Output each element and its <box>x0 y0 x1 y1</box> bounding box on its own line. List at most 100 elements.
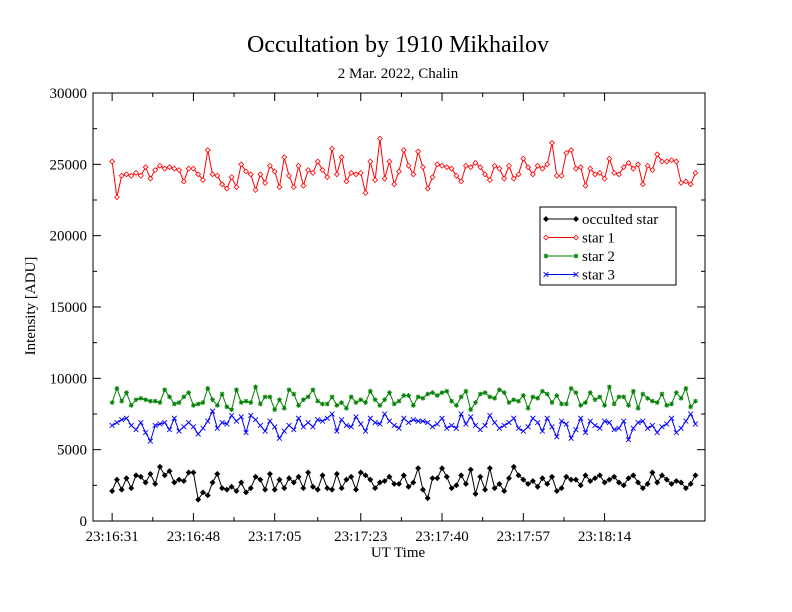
data-point-occulted-star <box>391 480 398 487</box>
data-point-occulted-star <box>219 485 226 492</box>
data-point-star-1 <box>644 162 651 169</box>
data-point-occulted-star <box>376 479 383 486</box>
data-point-occulted-star <box>572 476 579 483</box>
data-point-occulted-star <box>472 490 479 497</box>
data-point-star-2 <box>635 405 641 411</box>
data-point-star-1 <box>314 158 321 165</box>
data-point-star-3 <box>420 418 426 424</box>
data-point-occulted-star <box>434 475 441 482</box>
data-point-star-3 <box>616 425 622 431</box>
series-star-2 <box>109 384 698 413</box>
data-point-star-1 <box>534 162 541 169</box>
data-point-occulted-star <box>415 465 422 472</box>
data-point-star-1 <box>333 171 340 178</box>
data-point-star-2 <box>286 387 292 393</box>
data-point-star-2 <box>157 400 163 405</box>
data-point-star-2 <box>573 390 579 395</box>
data-point-star-1 <box>209 171 216 178</box>
data-point-star-2 <box>468 407 474 413</box>
data-point-star-1 <box>367 158 374 165</box>
x-tick-label: 23:16:48 <box>167 529 220 545</box>
data-point-star-1 <box>515 171 522 178</box>
y-tick-label: 10000 <box>50 371 88 387</box>
data-point-star-3 <box>195 431 201 437</box>
data-point-occulted-star <box>156 463 163 470</box>
data-point-star-3 <box>315 416 321 423</box>
data-point-occulted-star <box>367 476 374 483</box>
data-point-star-3 <box>401 415 407 421</box>
data-point-star-1 <box>166 164 173 171</box>
data-point-star-1 <box>419 164 426 171</box>
data-point-occulted-star <box>152 480 159 487</box>
data-point-star-1 <box>128 172 135 179</box>
data-point-occulted-star <box>286 475 292 482</box>
data-point-star-1 <box>482 171 489 178</box>
data-point-star-1 <box>673 158 680 165</box>
data-point-star-1 <box>400 147 407 154</box>
data-point-star-1 <box>257 171 264 178</box>
data-point-star-3 <box>348 424 354 430</box>
data-point-occulted-star <box>549 473 555 480</box>
data-point-star-3 <box>243 429 249 436</box>
data-point-star-2 <box>296 403 301 408</box>
data-point-occulted-star <box>577 482 584 489</box>
legend-marker <box>573 234 579 241</box>
data-point-star-2 <box>487 394 493 400</box>
data-point-occulted-star <box>314 486 321 493</box>
data-point-star-2 <box>430 390 435 395</box>
data-point-star-2 <box>119 398 125 404</box>
data-point-star-1 <box>319 167 326 174</box>
data-point-star-2 <box>693 398 698 404</box>
data-point-star-1 <box>180 178 187 185</box>
data-point-star-2 <box>559 401 564 407</box>
data-point-occulted-star <box>276 476 283 483</box>
data-point-star-3 <box>324 415 330 421</box>
data-point-star-3 <box>687 411 694 417</box>
data-point-star-3 <box>530 415 536 421</box>
data-point-star-2 <box>535 395 541 401</box>
data-point-star-2 <box>396 398 402 404</box>
data-point-star-1 <box>243 168 249 175</box>
data-point-star-1 <box>635 161 642 168</box>
data-point-occulted-star <box>558 485 565 492</box>
data-point-star-3 <box>281 428 287 434</box>
data-point-star-3 <box>477 426 483 433</box>
data-point-star-3 <box>214 425 221 431</box>
data-point-star-2 <box>329 394 335 400</box>
data-point-star-1 <box>161 165 168 172</box>
data-point-occulted-star <box>620 482 627 489</box>
y-tick-label: 30000 <box>50 86 88 102</box>
data-point-star-3 <box>444 425 450 431</box>
data-point-star-2 <box>214 403 220 408</box>
x-axis: 23:16:31 23:16:48 23:17:05 23:17:23 23:17:40… <box>85 93 632 545</box>
data-point-star-3 <box>439 415 445 421</box>
data-point-star-1 <box>348 169 355 176</box>
data-point-occulted-star <box>673 478 680 485</box>
data-point-occulted-star <box>166 468 173 475</box>
data-point-star-3 <box>372 419 378 426</box>
data-point-star-1 <box>649 167 656 174</box>
data-point-star-3 <box>353 414 359 420</box>
data-point-star-3 <box>683 418 689 424</box>
data-point-star-1 <box>247 171 254 178</box>
data-point-occulted-star <box>568 476 575 483</box>
data-point-star-2 <box>669 401 674 407</box>
data-point-star-3 <box>501 422 507 429</box>
data-point-star-3 <box>166 426 173 433</box>
data-point-star-2 <box>597 394 603 400</box>
data-point-occulted-star <box>329 486 336 493</box>
data-point-star-2 <box>587 390 593 395</box>
data-point-star-1 <box>376 135 383 142</box>
data-point-star-3 <box>601 418 608 424</box>
data-point-occulted-star <box>678 479 685 486</box>
data-point-star-3 <box>300 424 307 430</box>
legend-item-occulted-star: occulted star <box>543 212 658 228</box>
data-point-occulted-star <box>563 473 570 480</box>
data-point-star-1 <box>558 172 565 179</box>
data-point-star-2 <box>554 393 560 398</box>
y-tick-label: 0 <box>80 514 88 530</box>
data-point-star-1 <box>424 185 431 192</box>
data-point-star-2 <box>195 401 201 407</box>
data-point-star-3 <box>329 411 335 417</box>
data-point-occulted-star <box>214 470 221 477</box>
